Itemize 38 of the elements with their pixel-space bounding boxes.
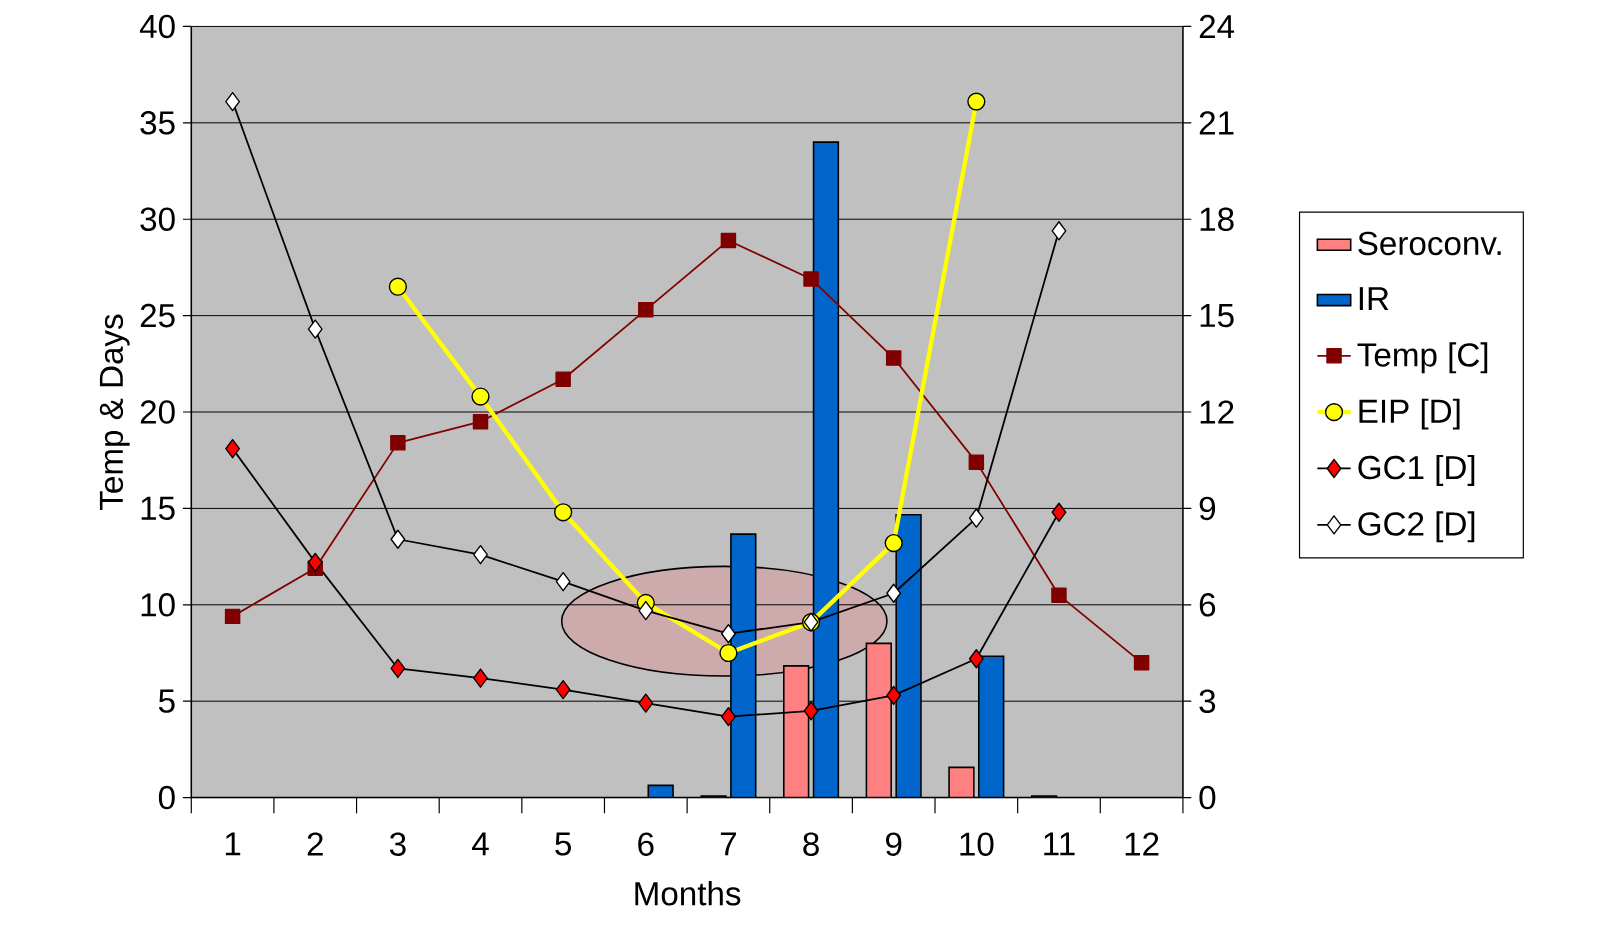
- legend-label: GC2 [D]: [1358, 511, 1475, 543]
- legend-label: IR: [1359, 286, 1389, 310]
- y2-tick-label: 15: [1200, 303, 1234, 327]
- y-axis-title: Temp & Days: [99, 314, 130, 510]
- x-tick-label: 2: [307, 832, 323, 856]
- y2-tick-label: 21: [1199, 111, 1234, 135]
- y2-tick-label: 24: [1199, 14, 1235, 38]
- x-axis-title: Months: [635, 880, 741, 906]
- y2-tick-label: 9: [1199, 496, 1216, 520]
- y-tick-label: 20: [140, 400, 175, 424]
- y2-tick-label: 6: [1199, 592, 1216, 617]
- x-tick-label: 12: [1125, 832, 1159, 856]
- y-tick-label: 30: [140, 207, 175, 231]
- y-tick-label: 10: [141, 592, 175, 617]
- y-tick-label: 15: [141, 496, 175, 520]
- x-tick-label: 3: [389, 832, 406, 856]
- x-tick-label: 4: [472, 832, 489, 856]
- y-tick-label: 25: [140, 303, 175, 328]
- legend-label: EIP [D]: [1359, 398, 1460, 430]
- x-tick-label: 6: [638, 832, 654, 856]
- y-tick-label: 5: [158, 689, 175, 713]
- y2-tick-label: 18: [1200, 207, 1234, 231]
- legend-label: Temp [C]: [1357, 342, 1488, 374]
- x-tick-label: 7: [720, 832, 736, 856]
- x-tick-label: 5: [555, 832, 571, 856]
- x-tick-label: 10: [960, 832, 994, 856]
- x-tick-label: 8: [803, 832, 819, 856]
- legend-label: Seroconv.: [1358, 231, 1501, 255]
- x-tick-label: 11: [1044, 832, 1075, 856]
- y2-tick-label: 0: [1199, 785, 1216, 810]
- x-tick-label: 9: [886, 832, 902, 856]
- y2-tick-label: 12: [1200, 400, 1234, 424]
- y-tick-label: 40: [139, 14, 175, 38]
- y-tick-label: 35: [140, 110, 175, 135]
- x-tick-label: 1: [225, 832, 241, 856]
- legend-label: GC1 [D]: [1358, 454, 1475, 486]
- y-tick-label: 0: [158, 785, 175, 810]
- y2-tick-label: 3: [1199, 689, 1216, 713]
